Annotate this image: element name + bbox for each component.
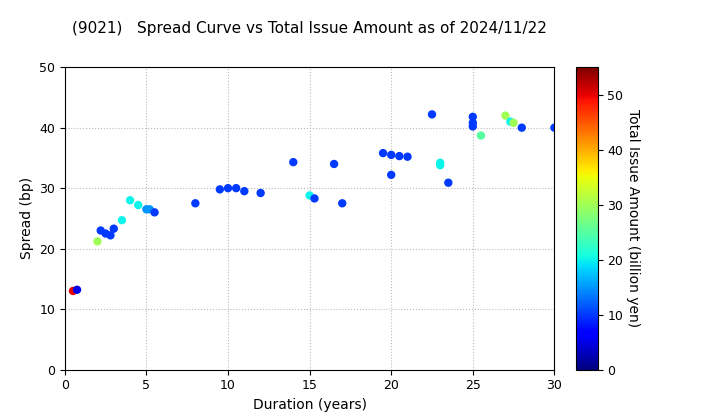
Point bbox=[475, 132, 487, 139]
Point bbox=[287, 159, 299, 165]
Point bbox=[394, 153, 405, 160]
Point bbox=[309, 195, 320, 202]
Y-axis label: Spread (bp): Spread (bp) bbox=[19, 177, 34, 260]
Point bbox=[149, 209, 161, 216]
Point bbox=[434, 160, 446, 166]
Point bbox=[108, 225, 120, 232]
Point bbox=[116, 217, 127, 223]
Point bbox=[336, 200, 348, 207]
Point bbox=[500, 112, 511, 119]
Point bbox=[71, 286, 83, 293]
Point bbox=[238, 188, 250, 194]
Point bbox=[189, 200, 201, 207]
Point bbox=[467, 119, 479, 126]
Point bbox=[516, 124, 528, 131]
Point bbox=[132, 202, 144, 208]
Point bbox=[402, 153, 413, 160]
Y-axis label: Total Issue Amount (billion yen): Total Issue Amount (billion yen) bbox=[626, 109, 640, 328]
Point bbox=[125, 197, 136, 204]
Point bbox=[549, 124, 560, 131]
X-axis label: Duration (years): Duration (years) bbox=[253, 398, 366, 412]
Point bbox=[95, 227, 107, 234]
Point bbox=[467, 113, 479, 120]
Point bbox=[104, 232, 116, 239]
Point bbox=[304, 192, 315, 199]
Point bbox=[100, 230, 112, 237]
Text: (9021)   Spread Curve vs Total Issue Amount as of 2024/11/22: (9021) Spread Curve vs Total Issue Amoun… bbox=[72, 21, 547, 36]
Point bbox=[505, 118, 516, 125]
Point bbox=[467, 123, 479, 130]
Point bbox=[443, 179, 454, 186]
Point bbox=[434, 162, 446, 168]
Point bbox=[328, 160, 340, 167]
Point bbox=[67, 288, 78, 294]
Point bbox=[426, 111, 438, 118]
Point bbox=[385, 171, 397, 178]
Point bbox=[377, 150, 389, 156]
Point bbox=[385, 152, 397, 158]
Point bbox=[144, 206, 156, 213]
Point bbox=[230, 185, 242, 192]
Point bbox=[255, 190, 266, 197]
Point bbox=[222, 185, 234, 192]
Point bbox=[91, 238, 103, 245]
Point bbox=[140, 206, 152, 213]
Point bbox=[214, 186, 225, 193]
Point bbox=[508, 119, 519, 126]
